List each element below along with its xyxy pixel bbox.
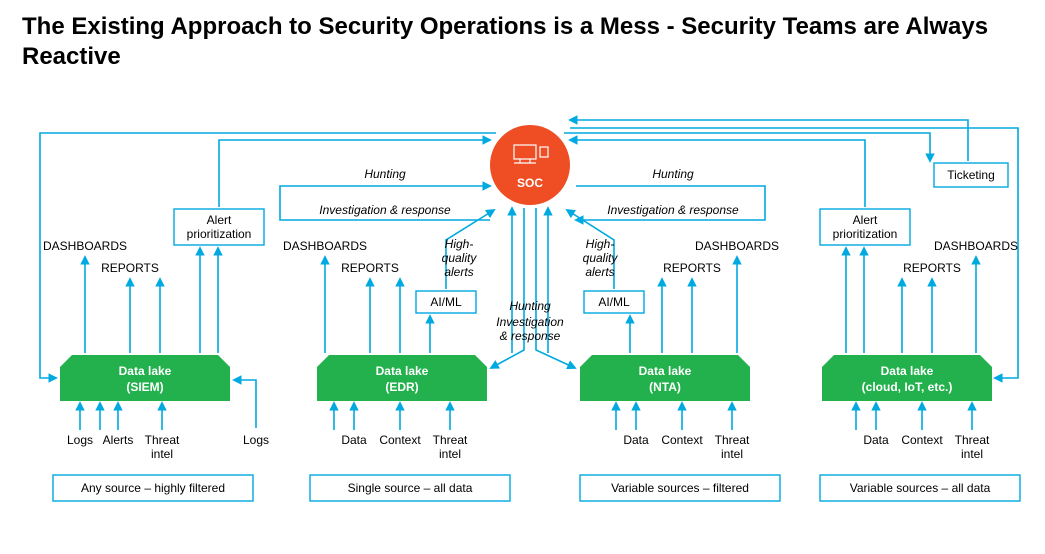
label-inv_c2: & response bbox=[500, 329, 561, 343]
label-in_ti2a: Threat bbox=[433, 433, 468, 447]
box-label: Variable sources – filtered bbox=[611, 481, 749, 495]
box-label: prioritization bbox=[187, 227, 252, 241]
label-in_ctx4: Context bbox=[901, 433, 943, 447]
box-label: prioritization bbox=[833, 227, 898, 241]
box-label: Single source – all data bbox=[348, 481, 473, 495]
data-lake-label: (SIEM) bbox=[126, 380, 163, 394]
label-in_ctx2: Context bbox=[379, 433, 421, 447]
label-in_ti3a: Threat bbox=[715, 433, 750, 447]
label-dash_4: DASHBOARDS bbox=[934, 239, 1018, 253]
diagram-canvas: Data lake (SIEM) Data lake (EDR) Data lake (N… bbox=[0, 0, 1045, 554]
flow-arrow bbox=[40, 133, 496, 378]
label-rep_1: REPORTS bbox=[101, 261, 159, 275]
data-lake-lake_cloud bbox=[822, 355, 992, 401]
label-dash_2: DASHBOARDS bbox=[283, 239, 367, 253]
label-hqa_l1: High- bbox=[445, 237, 474, 251]
label-in_ti4b: intel bbox=[961, 447, 983, 461]
label-in_ti1a: Threat bbox=[145, 433, 180, 447]
data-lake-label: Data lake bbox=[376, 364, 429, 378]
data-lake-lake_nta bbox=[580, 355, 750, 401]
data-lake-label: (NTA) bbox=[649, 380, 681, 394]
data-lake-label: (cloud, IoT, etc.) bbox=[862, 380, 953, 394]
label-in_data4: Data bbox=[863, 433, 889, 447]
soc-node bbox=[490, 125, 570, 205]
label-rep_2: REPORTS bbox=[341, 261, 399, 275]
label-hunting_r: Hunting bbox=[652, 167, 694, 181]
label-invres_l: Investigation & response bbox=[319, 203, 451, 217]
label-rep_4: REPORTS bbox=[903, 261, 961, 275]
label-in_ti2b: intel bbox=[439, 447, 461, 461]
label-hqa_l2: quality bbox=[442, 251, 478, 265]
data-lake-label: (EDR) bbox=[385, 380, 418, 394]
label-in_ti3b: intel bbox=[721, 447, 743, 461]
box-label: Any source – highly filtered bbox=[81, 481, 225, 495]
box-label: Alert bbox=[853, 213, 878, 227]
label-dash_3: DASHBOARDS bbox=[695, 239, 779, 253]
label-rep_3: REPORTS bbox=[663, 261, 721, 275]
soc-label: SOC bbox=[517, 176, 543, 190]
label-hunting_l: Hunting bbox=[364, 167, 406, 181]
data-lake-label: Data lake bbox=[639, 364, 692, 378]
flow-arrow bbox=[491, 208, 524, 368]
flow-arrow bbox=[234, 380, 256, 428]
label-in_logs2: Logs bbox=[243, 433, 269, 447]
flow-arrow bbox=[536, 208, 575, 368]
box-label: Ticketing bbox=[947, 168, 995, 182]
data-lake-label: Data lake bbox=[881, 364, 934, 378]
label-in_ti1b: intel bbox=[151, 447, 173, 461]
box-label: AI/ML bbox=[430, 295, 462, 309]
label-dash_1: DASHBOARDS bbox=[43, 239, 127, 253]
label-in_ctx3: Context bbox=[661, 433, 703, 447]
label-invres_r: Investigation & response bbox=[607, 203, 739, 217]
label-hqa_r1: High- bbox=[586, 237, 615, 251]
box-label: Alert bbox=[207, 213, 232, 227]
label-in_logs1: Logs bbox=[67, 433, 93, 447]
flow-arrow bbox=[570, 140, 865, 207]
data-lake-label: Data lake bbox=[119, 364, 172, 378]
flow-arrow bbox=[219, 140, 490, 207]
box-label: Variable sources – all data bbox=[850, 481, 991, 495]
label-in_alerts: Alerts bbox=[103, 433, 134, 447]
data-lake-lake_edr bbox=[317, 355, 487, 401]
label-hunt_c: Hunting bbox=[509, 299, 551, 313]
label-hqa_r2: quality bbox=[583, 251, 619, 265]
label-in_ti4a: Threat bbox=[955, 433, 990, 447]
data-lake-lake_siem bbox=[60, 355, 230, 401]
label-in_data3: Data bbox=[623, 433, 649, 447]
label-hqa_l3: alerts bbox=[444, 265, 473, 279]
box-label: AI/ML bbox=[598, 295, 630, 309]
label-in_data2: Data bbox=[341, 433, 367, 447]
label-hqa_r3: alerts bbox=[585, 265, 614, 279]
flow-arrow bbox=[564, 133, 930, 161]
label-inv_c1: Investigation bbox=[496, 315, 564, 329]
